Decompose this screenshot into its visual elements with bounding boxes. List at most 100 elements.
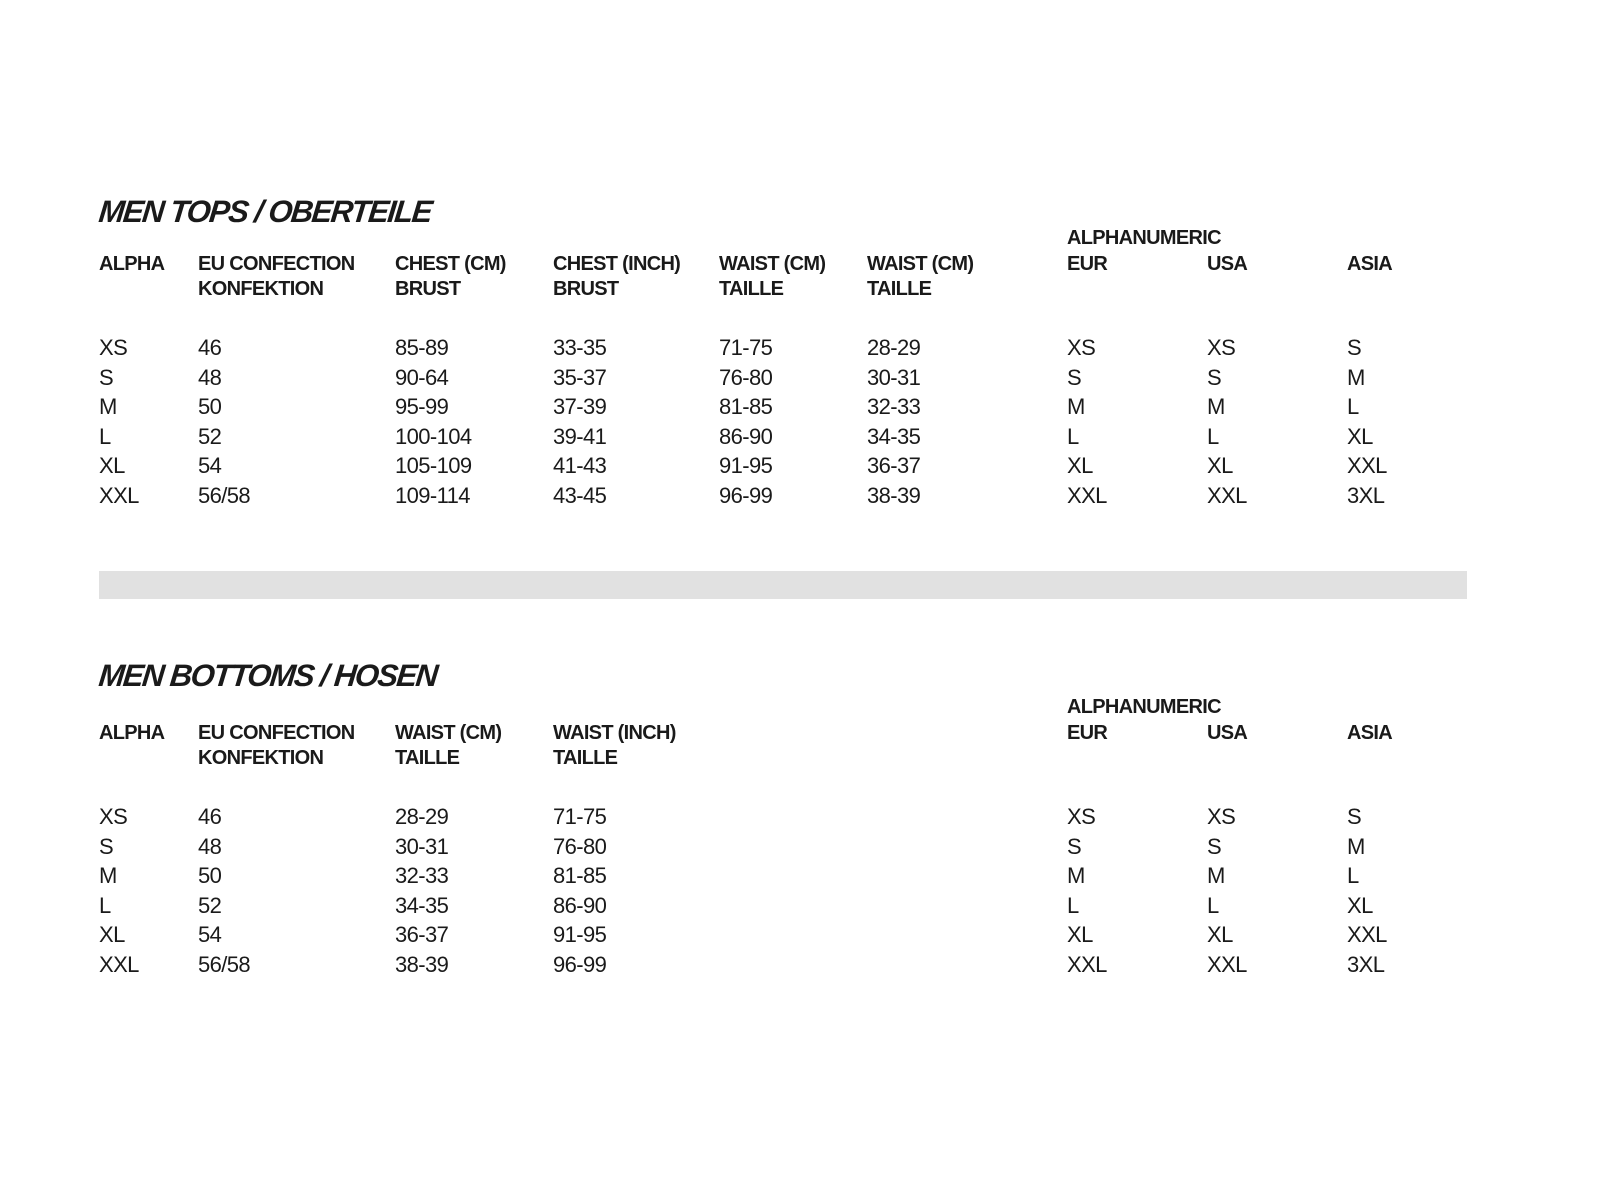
table-cell: 38-39 [867, 483, 921, 508]
column-header-line: TAILLE [395, 747, 460, 769]
table-cell: 96-99 [719, 483, 773, 508]
section-title: MEN BOTTOMS / HOSEN [97, 658, 439, 693]
table-cell: XXL [1347, 922, 1387, 948]
table-cell: XL [1067, 453, 1093, 479]
column-header-line: EUR [1067, 253, 1108, 275]
column-header-line: KONFEKTION [198, 747, 324, 769]
table-cell: XXL [1207, 483, 1247, 508]
table-cell: XL [99, 922, 125, 948]
table-cell: 3XL [1347, 952, 1385, 977]
table-cell: 86-90 [553, 892, 607, 918]
table-cell: M [99, 863, 117, 889]
column-header-line: EU CONFECTION [198, 253, 355, 275]
table-cell: L [99, 892, 111, 918]
table-cell: XL [1207, 453, 1233, 479]
table-cell: M [1067, 863, 1085, 889]
table-cell: 54 [198, 453, 222, 479]
table-cell: 48 [198, 364, 222, 390]
column-header: EU CONFECTION KONFEKTION [198, 252, 355, 302]
table-cell: 105-109 [395, 453, 472, 479]
table-cell: 85-89 [395, 335, 449, 360]
table-cell: M [1207, 863, 1225, 889]
table-cell: XXL [99, 483, 139, 508]
table-cell: L [1067, 423, 1079, 449]
table-cell: S [1347, 335, 1362, 360]
section-divider [99, 571, 1467, 599]
column-header: WAIST (CM) TAILLE [395, 721, 502, 771]
table-cell: 3XL [1347, 483, 1385, 508]
column-header-line: TAILLE [867, 278, 932, 300]
table-cell: S [99, 364, 114, 390]
table-cell: XXL [1347, 453, 1387, 479]
column-header-line: EU CONFECTION [198, 722, 355, 744]
table-cell: XL [1067, 922, 1093, 948]
column-header-line: ALPHA [99, 722, 165, 744]
column-header-line: USA [1207, 253, 1248, 275]
table-cell: M [1347, 833, 1365, 859]
table-cell: XL [1347, 892, 1373, 918]
table-cell: XXL [1067, 952, 1107, 977]
table-cell: 33-35 [553, 335, 607, 360]
table-cell: L [1347, 394, 1359, 420]
table-cell: 39-41 [553, 423, 607, 449]
alphanumeric-group-header: ALPHANUMERIC [1067, 696, 1222, 718]
table-cell: 76-80 [719, 364, 773, 390]
table-cell: XXL [1207, 952, 1247, 977]
table-cell: 91-95 [553, 922, 607, 948]
table-cell: 32-33 [867, 394, 921, 420]
column-header: ALPHA [99, 252, 165, 277]
table-cell: XS [1067, 804, 1096, 829]
table-cell: XL [1207, 922, 1233, 948]
table-cell: 76-80 [553, 833, 607, 859]
table-cell: XS [1207, 804, 1236, 829]
table-cell: 36-37 [395, 922, 449, 948]
table-cell: 37-39 [553, 394, 607, 420]
table-cell: XS [1207, 335, 1236, 360]
table-cell: L [1207, 892, 1219, 918]
table-cell: M [99, 394, 117, 420]
column-header: EUR [1067, 252, 1108, 277]
column-header: CHEST (INCH) BRUST [553, 252, 681, 302]
table-cell: 30-31 [395, 833, 449, 859]
table-cell: L [99, 423, 111, 449]
table-cell: 56/58 [198, 952, 251, 977]
alphanumeric-group-header: ALPHANUMERIC [1067, 227, 1222, 249]
table-cell: L [1347, 863, 1359, 889]
table-cell: XL [1347, 423, 1373, 449]
column-header-line: ASIA [1347, 253, 1393, 275]
table-cell: 109-114 [395, 483, 471, 508]
table-cell: 91-95 [719, 453, 773, 479]
table-cell: XXL [99, 952, 139, 977]
table-cell: 100-104 [395, 423, 472, 449]
column-header: WAIST (INCH) TAILLE [553, 721, 676, 771]
table-cell: 35-37 [553, 364, 607, 390]
table-cell: 32-33 [395, 863, 449, 889]
table-cell: M [1067, 394, 1085, 420]
column-header: USA [1207, 721, 1248, 746]
column-header-line: WAIST (CM) [395, 722, 502, 744]
table-cell: S [1207, 833, 1222, 859]
table-cell: 81-85 [553, 863, 607, 889]
table-cell: L [1207, 423, 1219, 449]
column-header-line: USA [1207, 722, 1248, 744]
table-cell: 46 [198, 335, 222, 360]
column-header-line: WAIST (CM) [719, 253, 826, 275]
column-header-line: KONFEKTION [198, 278, 324, 300]
column-header-line: TAILLE [719, 278, 784, 300]
column-header-line: WAIST (CM) [867, 253, 974, 275]
column-header: WAIST (CM) TAILLE [719, 252, 826, 302]
table-cell: 86-90 [719, 423, 773, 449]
table-cell: 38-39 [395, 952, 449, 977]
table-cell: 34-35 [867, 423, 921, 449]
table-cell: 56/58 [198, 483, 251, 508]
column-header: ALPHA [99, 721, 165, 746]
table-cell: L [1067, 892, 1079, 918]
column-header-line: BRUST [553, 278, 619, 300]
table-cell: S [99, 833, 114, 859]
column-header: EUR [1067, 721, 1108, 746]
table-cell: M [1347, 364, 1365, 390]
table-cell: XXL [1067, 483, 1107, 508]
table-cell: S [1067, 833, 1082, 859]
table-cell: 34-35 [395, 892, 449, 918]
table-cell: S [1207, 364, 1222, 390]
